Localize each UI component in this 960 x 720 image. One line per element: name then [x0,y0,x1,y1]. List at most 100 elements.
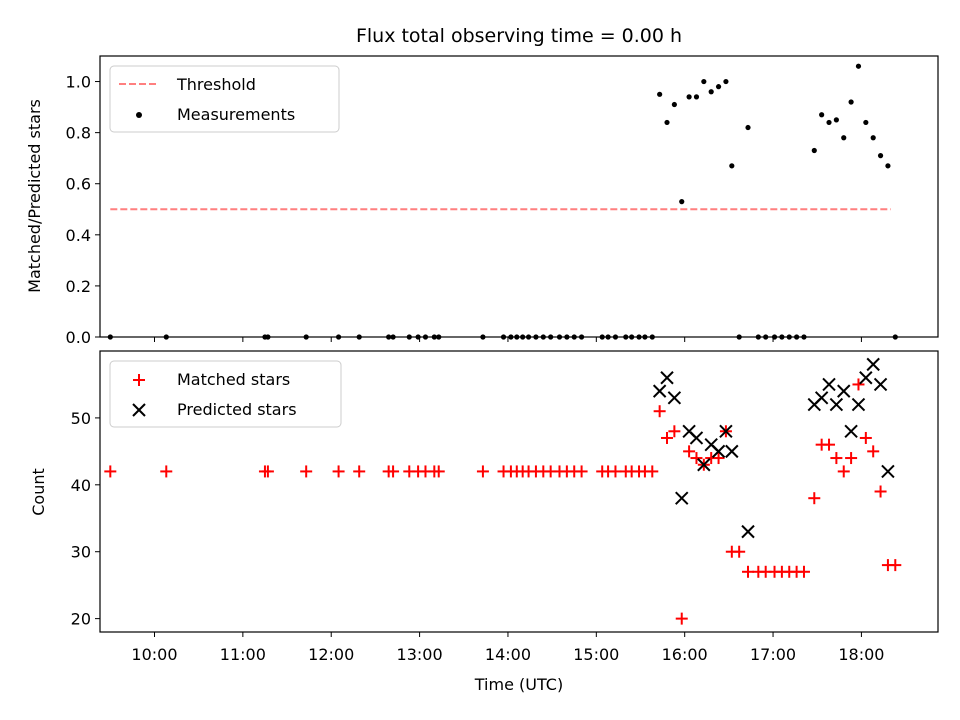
matched-point-3 [261,465,274,478]
matched-point-64 [874,485,887,498]
bottom-xtick-label-6: 16:00 [662,645,708,664]
measurement-point-45 [729,163,735,169]
top-ytick-label-3: 0.6 [66,175,91,194]
predicted-point-19 [859,371,873,385]
threshold-legend-label: Threshold [176,75,256,94]
bottom-chart-legend: Matched stars Predicted stars [109,360,342,428]
measurement-point-60 [848,99,854,105]
measurement-point-65 [885,163,891,169]
predicted-point-11 [741,524,755,539]
matched-point-26 [575,465,588,478]
bottom-chart-marks [104,357,902,625]
predicted-point-2 [667,391,682,405]
matched-point-60 [845,452,858,465]
measurement-point-39 [686,94,692,100]
bottom-legend-box [109,360,342,428]
predicted-point-5 [689,431,704,445]
matched-point-0 [104,465,117,478]
predicted-point-13 [814,391,829,405]
predicted-point-21 [873,377,888,392]
measurement-point-64 [877,153,884,159]
measurement-point-61 [855,63,862,69]
measurement-point-42 [708,89,714,95]
matched-point-6 [353,465,366,478]
measurement-point-59 [841,135,847,141]
bottom-chart-xlabel: Time (UTC) [474,675,563,694]
measurements-legend-label: Measurements [177,105,295,124]
bottom-chart-frame [99,350,939,633]
matched-point-5 [332,465,345,478]
measurement-point-37 [671,101,677,108]
matched-point-38 [675,612,688,625]
measurement-point-38 [679,199,685,205]
top-chart-title: Flux total observing time = 0.00 h [356,25,682,47]
matched-point-61 [852,378,865,391]
matched-point-35 [653,405,666,418]
predicted-point-16 [837,384,851,398]
measurement-point-35 [657,91,663,97]
top-chart-panel: 0.0 0.2 0.4 0.6 0.8 1.0 Matched/Predicted sta… [25,55,939,347]
matched-point-13 [432,465,445,478]
top-chart-frame [99,55,939,338]
matched-point-59 [837,465,850,478]
top-ytick-label-2: 0.4 [66,226,91,245]
measurement-point-56 [819,112,825,118]
measurement-point-55 [811,147,817,154]
predicted-point-17 [844,424,858,438]
predicted-point-10 [725,444,739,459]
predicted-point-9 [719,424,733,438]
measurements-legend-swatch [136,112,142,118]
bottom-xtick-label-7: 17:00 [750,645,796,664]
matched-point-47 [742,565,755,578]
bottom-xtick-label-3: 13:00 [397,645,443,664]
top-ytick-label-0: 0.0 [66,328,91,347]
matched-point-14 [476,465,489,478]
matched-point-8 [387,465,400,478]
matched-point-46 [733,545,746,558]
bottom-chart-x-ticks: 10:00 11:00 12:00 13:00 14:00 15:00 16:00 17:00… [131,632,884,664]
matched-legend-swatch [133,374,145,386]
matched-point-54 [797,565,810,578]
measurement-point-36 [664,119,670,126]
bottom-xtick-label-8: 18:00 [838,645,884,664]
predicted-point-14 [822,377,836,392]
matched-point-58 [830,452,843,465]
bottom-xtick-label-1: 11:00 [220,645,266,664]
predicted-point-0 [652,384,667,398]
top-ytick-label-5: 1.0 [66,73,91,92]
predicted-point-18 [851,397,866,412]
bottom-xtick-label-2: 12:00 [308,645,354,664]
measurement-point-57 [826,119,832,126]
predicted-legend-swatch [132,403,146,417]
predicted-point-6 [697,458,711,472]
matched-point-66 [889,559,902,572]
matched-point-39 [683,445,696,458]
top-ytick-label-4: 0.8 [66,124,91,143]
predicted-point-8 [711,444,726,459]
predicted-legend-label: Predicted stars [177,400,297,419]
bottom-ytick-label-1: 30 [71,543,91,562]
measurement-point-40 [693,94,700,100]
matched-point-34 [646,465,659,478]
bottom-xtick-label-0: 10:00 [131,645,177,664]
predicted-point-1 [660,371,674,385]
bottom-xtick-label-4: 14:00 [485,645,531,664]
matched-legend-label: Matched stars [177,370,290,389]
top-chart-x-ticks [153,337,862,342]
matched-point-4 [300,465,313,478]
top-ytick-label-1: 0.2 [66,277,91,296]
top-chart-y-ticks: 0.0 0.2 0.4 0.6 0.8 1.0 [66,73,100,347]
matched-point-40 [690,452,703,465]
measurement-point-63 [870,135,876,141]
matched-point-36 [661,431,674,444]
matched-point-1 [160,465,173,478]
matched-point-55 [808,492,821,505]
measurement-point-62 [863,119,869,126]
predicted-point-3 [675,491,689,505]
measurement-point-43 [715,84,722,90]
bottom-ytick-label-2: 40 [71,476,91,495]
predicted-point-22 [881,464,895,479]
matched-point-43 [712,452,725,465]
matched-point-63 [867,445,880,458]
